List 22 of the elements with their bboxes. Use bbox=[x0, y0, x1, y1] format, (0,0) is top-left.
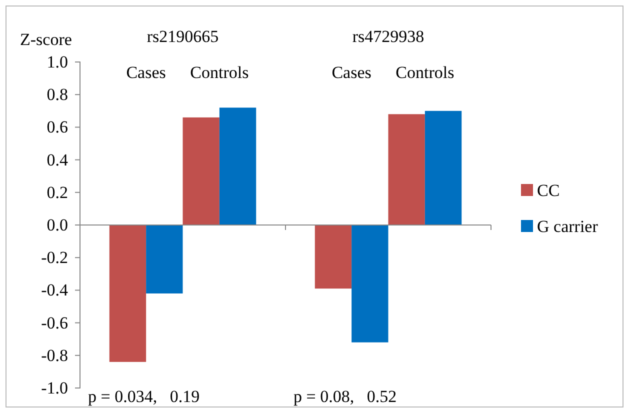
y-tick-label: 0.8 bbox=[46, 85, 68, 104]
y-tick-label: -0.2 bbox=[41, 248, 68, 268]
x-tick-label: Cases bbox=[332, 63, 372, 82]
y-tick-label: -1.0 bbox=[41, 378, 68, 398]
text: rs4729938 bbox=[352, 27, 424, 46]
legend-label: G carrier bbox=[537, 217, 598, 236]
y-tick-label: 0.2 bbox=[46, 182, 68, 202]
y-tick-label: 0.6 bbox=[46, 118, 68, 137]
x-tick-label: Controls bbox=[396, 63, 454, 82]
annotation: p = 0.08, 0.52 bbox=[294, 387, 397, 406]
legend-label: CC bbox=[537, 181, 560, 200]
y-tick-label: 1.0 bbox=[46, 52, 68, 72]
x-tick-label: Cases bbox=[126, 63, 166, 82]
annotation: p = 0.034, 0.19 bbox=[88, 387, 200, 406]
y-tick-label: 0.4 bbox=[46, 150, 68, 170]
y-tick-label: -0.8 bbox=[41, 346, 68, 365]
y-tick-label: 0.0 bbox=[46, 215, 68, 234]
y-tick-label: -0.4 bbox=[41, 280, 68, 300]
x-tick-label: Controls bbox=[190, 63, 249, 82]
y-axis-title: Z-score bbox=[20, 30, 72, 49]
text: rs2190665 bbox=[146, 27, 219, 46]
y-tick-label: -0.6 bbox=[41, 313, 68, 332]
